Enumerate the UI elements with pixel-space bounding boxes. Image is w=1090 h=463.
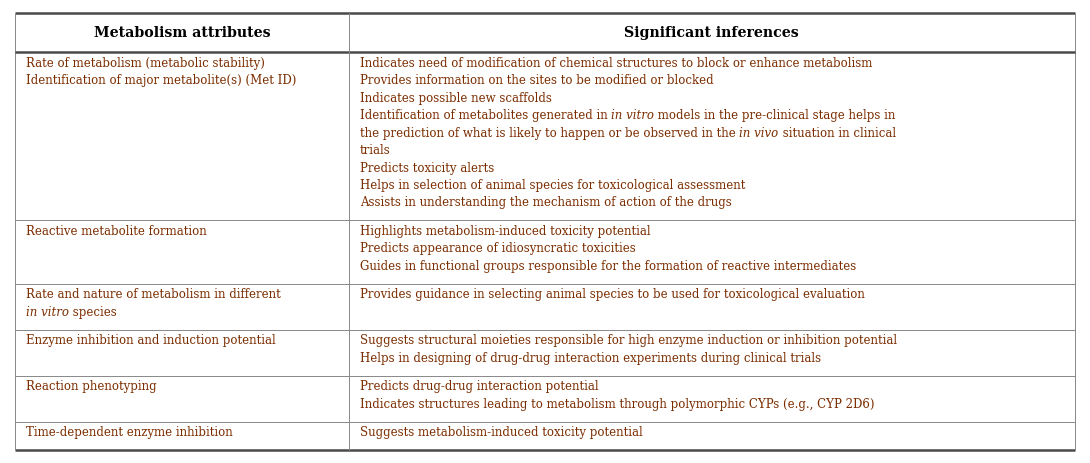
Text: models in the pre-clinical stage helps in: models in the pre-clinical stage helps i…: [654, 109, 896, 122]
Text: in vitro: in vitro: [26, 306, 69, 319]
Text: Significant inferences: Significant inferences: [625, 25, 799, 40]
Text: the prediction of what is likely to happen or be observed in the: the prediction of what is likely to happ…: [360, 127, 739, 140]
Text: Identification of major metabolite(s) (Met ID): Identification of major metabolite(s) (M…: [26, 75, 296, 88]
Text: Metabolism attributes: Metabolism attributes: [94, 25, 270, 40]
Text: in vitro: in vitro: [611, 109, 654, 122]
Text: Rate of metabolism (metabolic stability): Rate of metabolism (metabolic stability): [26, 57, 265, 70]
Text: Predicts toxicity alerts: Predicts toxicity alerts: [360, 162, 494, 175]
Text: Highlights metabolism-induced toxicity potential: Highlights metabolism-induced toxicity p…: [360, 225, 651, 238]
Text: Indicates structures leading to metabolism through polymorphic CYPs (e.g., CYP 2: Indicates structures leading to metaboli…: [360, 398, 874, 411]
Text: Identification of metabolites generated in: Identification of metabolites generated …: [360, 109, 611, 122]
Text: Indicates need of modification of chemical structures to block or enhance metabo: Indicates need of modification of chemic…: [360, 57, 872, 70]
Text: Predicts appearance of idiosyncratic toxicities: Predicts appearance of idiosyncratic tox…: [360, 243, 635, 256]
Text: Reaction phenotyping: Reaction phenotyping: [26, 380, 157, 393]
Text: Reactive metabolite formation: Reactive metabolite formation: [26, 225, 207, 238]
Text: Indicates possible new scaffolds: Indicates possible new scaffolds: [360, 92, 552, 105]
Text: Enzyme inhibition and induction potential: Enzyme inhibition and induction potentia…: [26, 334, 276, 347]
Text: Provides information on the sites to be modified or blocked: Provides information on the sites to be …: [360, 75, 714, 88]
Text: species: species: [69, 306, 117, 319]
Text: in vivo: in vivo: [739, 127, 778, 140]
Text: Suggests metabolism-induced toxicity potential: Suggests metabolism-induced toxicity pot…: [360, 426, 643, 439]
Text: situation in clinical: situation in clinical: [778, 127, 896, 140]
Text: Guides in functional groups responsible for the formation of reactive intermedia: Guides in functional groups responsible …: [360, 260, 856, 273]
Text: Provides guidance in selecting animal species to be used for toxicological evalu: Provides guidance in selecting animal sp…: [360, 288, 864, 301]
Text: Rate and nature of metabolism in different: Rate and nature of metabolism in differe…: [26, 288, 281, 301]
Text: Time-dependent enzyme inhibition: Time-dependent enzyme inhibition: [26, 426, 233, 439]
Text: Predicts drug-drug interaction potential: Predicts drug-drug interaction potential: [360, 380, 598, 393]
Text: Suggests structural moieties responsible for high enzyme induction or inhibition: Suggests structural moieties responsible…: [360, 334, 897, 347]
Text: Helps in designing of drug-drug interaction experiments during clinical trials: Helps in designing of drug-drug interact…: [360, 352, 821, 365]
Text: trials: trials: [360, 144, 390, 157]
Text: Assists in understanding the mechanism of action of the drugs: Assists in understanding the mechanism o…: [360, 196, 731, 209]
Text: Helps in selection of animal species for toxicological assessment: Helps in selection of animal species for…: [360, 179, 746, 192]
